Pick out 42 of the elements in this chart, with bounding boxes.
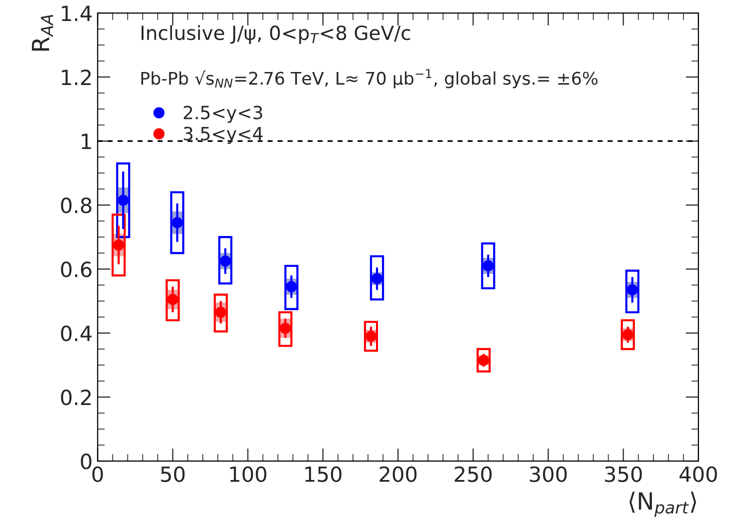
y-tick-label: 0.8 (61, 198, 92, 214)
y-tick-label: 0.2 (61, 390, 91, 406)
point (113, 240, 124, 251)
y-tick-label: 1.4 (62, 6, 92, 21)
legend-label: 2.5<y<3 (184, 106, 262, 123)
x-tick-label: 0 (92, 466, 103, 482)
text: Inclusive J/ψ, 0<p$_{T}$<8 GeV/c (142, 25, 410, 44)
bar (218, 236, 232, 285)
bar (476, 348, 491, 373)
bar (166, 279, 180, 322)
y-tick-label: 1 (82, 134, 91, 149)
x-tick-label: 350 (605, 466, 642, 482)
x-tick-label: 200 (380, 466, 417, 482)
bar (481, 242, 496, 290)
point (482, 260, 494, 272)
y-axis-title: R$_{AA}$ (32, 14, 54, 51)
bar (112, 214, 126, 277)
point (172, 217, 183, 228)
bar (620, 319, 635, 350)
x-axis-title: ⟨N$_{part}$⟩ (629, 492, 696, 517)
point (220, 256, 231, 267)
bar (284, 264, 298, 310)
bar (364, 320, 378, 352)
y-tick-label: 1.2 (62, 69, 91, 85)
bar (214, 294, 228, 333)
y-tick-label: 0 (80, 454, 92, 470)
bar (625, 270, 640, 314)
y-tick-label: 0.6 (61, 262, 92, 278)
bar (370, 255, 384, 301)
x-tick-label: 100 (230, 466, 266, 482)
x-tick-label: 400 (680, 466, 717, 482)
bar (170, 191, 184, 254)
y-tick-label: 0.4 (61, 326, 92, 342)
x-tick-label: 50 (161, 466, 185, 482)
x-tick-label: 300 (530, 466, 567, 482)
x-tick-label: 150 (305, 466, 342, 482)
point (118, 194, 129, 206)
text: Pb-Pb √s$_{NN}$=2.76 TeV, L≈ 70 μb$^{−1}$, global sys.= ±6% (141, 69, 598, 88)
bar (116, 162, 130, 238)
legend-label: 3.5<y<4 (184, 126, 263, 144)
x-tick-label: 250 (454, 466, 492, 482)
bar (278, 311, 292, 347)
